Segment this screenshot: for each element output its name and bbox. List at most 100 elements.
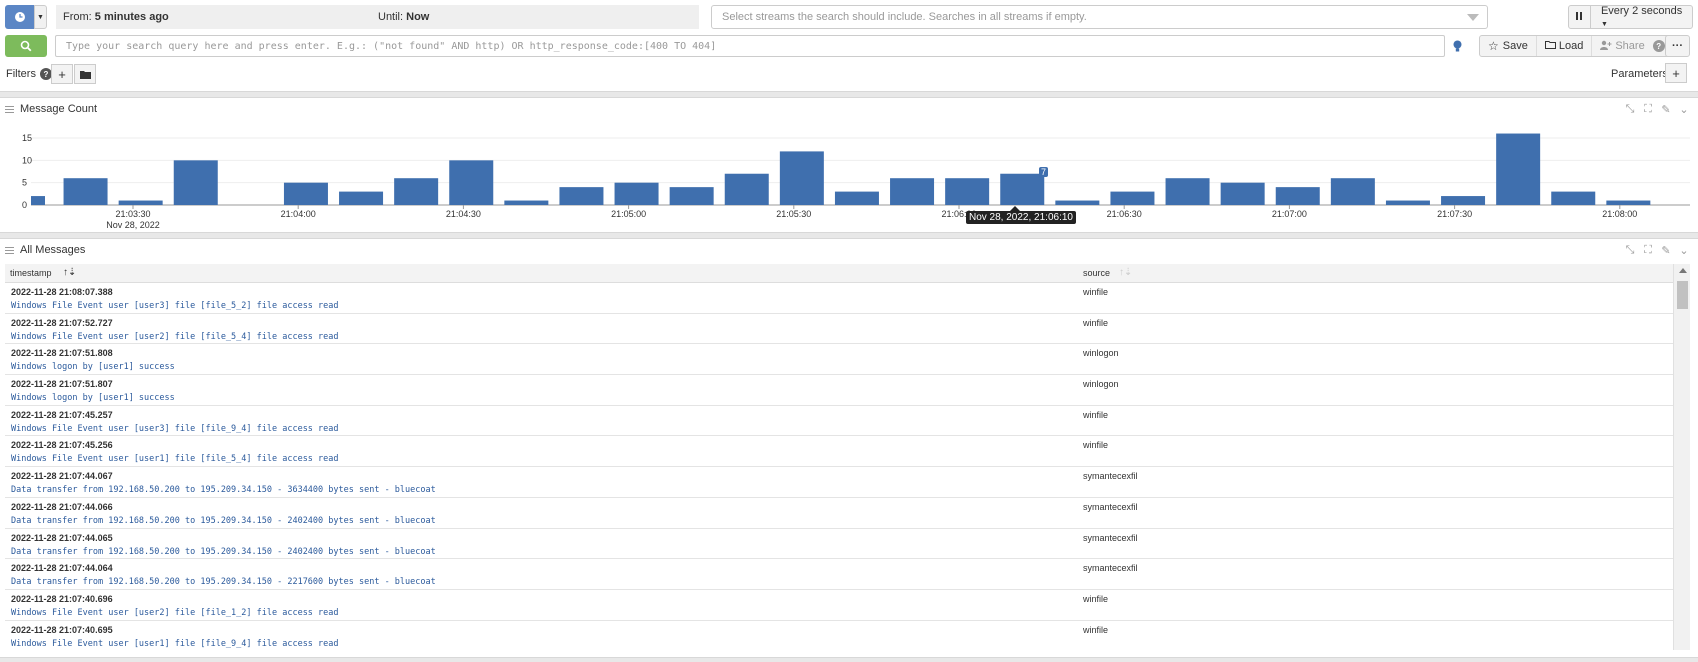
time-range-display[interactable]: From: 5 minutes ago Until: Now: [56, 5, 699, 29]
chevron-down-icon[interactable]: ⌄: [1679, 103, 1689, 116]
share-button[interactable]: Share?: [1592, 36, 1672, 56]
chart-bar[interactable]: [834, 191, 879, 205]
row-timestamp: 2022-11-28 21:07:44.066: [11, 501, 113, 512]
chart-bar[interactable]: [118, 200, 163, 205]
chevron-down-icon[interactable]: ⌄: [1679, 244, 1689, 257]
row-message: Windows File Event user [user3] file [fi…: [11, 301, 339, 311]
from-display: From: 5 minutes ago: [63, 11, 169, 23]
table-row[interactable]: 2022-11-28 21:07:44.066 Data transfer fro…: [5, 498, 1673, 529]
chart-bar[interactable]: [614, 182, 659, 205]
scroll-up-icon[interactable]: [1679, 268, 1687, 273]
chart-bar[interactable]: [1441, 196, 1486, 205]
save-button[interactable]: ☆ Save: [1480, 36, 1537, 56]
y-tick-label: 10: [22, 155, 32, 165]
table-row[interactable]: 2022-11-28 21:07:52.727 Windows File Even…: [5, 314, 1673, 345]
row-message: Data transfer from 192.168.50.200 to 195…: [11, 485, 436, 496]
row-timestamp: 2022-11-28 21:07:44.067: [11, 471, 113, 482]
chart-bar[interactable]: [1110, 191, 1155, 205]
table-row[interactable]: 2022-11-28 21:07:44.064 Data transfer fro…: [5, 559, 1673, 590]
chart-bar[interactable]: [283, 182, 328, 205]
caret-down-icon: ▼: [37, 13, 44, 21]
table-row[interactable]: 2022-11-28 21:07:51.807 Windows logon by …: [5, 375, 1673, 406]
chart-bar[interactable]: [1165, 178, 1210, 205]
pause-button[interactable]: [1569, 6, 1591, 28]
help-icon[interactable]: ?: [39, 68, 52, 80]
row-source: winfile: [1083, 287, 1109, 297]
chart-bar[interactable]: [173, 160, 218, 205]
row-source: winfile: [1083, 440, 1109, 451]
chart-bar[interactable]: [1385, 200, 1430, 205]
row-source: winlogon: [1083, 379, 1119, 390]
edit-icon[interactable]: ✎: [1661, 103, 1671, 116]
chart-bar[interactable]: [890, 178, 935, 205]
sort-icon[interactable]: ↑⇣: [63, 267, 77, 278]
compress-icon[interactable]: ⤡: [1625, 102, 1635, 115]
folder-icon: [79, 70, 91, 79]
row-source: symantecexfil: [1083, 532, 1138, 543]
table-row[interactable]: 2022-11-28 21:07:45.256 Windows File Even…: [5, 436, 1673, 468]
add-filter-button[interactable]: +: [51, 64, 73, 84]
row-message: Windows File Event user [user3] file [fi…: [11, 423, 339, 434]
drag-handle-icon[interactable]: [5, 104, 14, 115]
table-row[interactable]: 2022-11-28 21:07:45.257 Windows File Even…: [5, 406, 1673, 437]
messages-table-header: timestamp ↑⇣ source ↑⇣: [5, 264, 1673, 283]
search-query-input[interactable]: Type your search query here and press en…: [55, 35, 1445, 57]
messages-scrollbar[interactable]: [1673, 264, 1690, 650]
table-row[interactable]: 2022-11-28 21:07:51.808 Windows logon by …: [5, 344, 1673, 376]
row-message: Data transfer from 192.168.50.200 to 195…: [11, 546, 436, 557]
table-row[interactable]: 2022-11-28 21:07:44.065 Data transfer fro…: [5, 529, 1673, 560]
chart-bar[interactable]: [779, 151, 824, 205]
chart-bar[interactable]: [1606, 200, 1651, 205]
chart-bar[interactable]: [63, 178, 108, 205]
search-button[interactable]: [5, 35, 47, 57]
streams-select[interactable]: Select streams the search should include…: [711, 5, 1488, 29]
expand-icon[interactable]: ⛶: [1644, 243, 1652, 256]
refresh-interval-dropdown[interactable]: Every 2 seconds ▼: [1591, 5, 1692, 29]
time-range-dropdown-button[interactable]: ▼: [34, 5, 47, 29]
x-tick-label: 21:05:30: [776, 209, 811, 219]
column-header-timestamp[interactable]: timestamp: [10, 268, 52, 278]
compress-icon[interactable]: ⤡: [1625, 243, 1635, 256]
chart-bar[interactable]: [1275, 187, 1320, 205]
load-filter-button[interactable]: [74, 64, 96, 84]
more-actions-button[interactable]: ···: [1665, 35, 1690, 57]
chart-bar[interactable]: [339, 191, 384, 205]
column-header-source[interactable]: source: [1083, 268, 1111, 278]
chart-bar[interactable]: [669, 187, 714, 205]
chart-bar[interactable]: [394, 178, 439, 205]
chart-bar[interactable]: [1330, 178, 1375, 205]
table-row[interactable]: 2022-11-28 21:08:07.388 Windows File Even…: [5, 283, 1673, 314]
table-row[interactable]: 2022-11-28 21:07:40.696 Windows File Even…: [5, 590, 1673, 621]
table-row[interactable]: 2022-11-28 21:07:40.695 Windows File Even…: [5, 621, 1673, 650]
dropdown-arrow-icon[interactable]: [1467, 14, 1479, 21]
table-row[interactable]: 2022-11-28 21:07:44.067 Data transfer fro…: [5, 467, 1673, 498]
row-timestamp: 2022-11-28 21:07:44.065: [11, 532, 113, 543]
help-icon[interactable]: ?: [1652, 40, 1665, 52]
chart-bar[interactable]: [559, 187, 604, 205]
chart-bar[interactable]: [1496, 133, 1541, 205]
load-button[interactable]: Load: [1537, 36, 1593, 56]
row-timestamp: 2022-11-28 21:07:52.727: [11, 317, 113, 328]
chart-bar[interactable]: [945, 178, 990, 205]
add-parameter-button[interactable]: +: [1665, 63, 1687, 83]
time-range-type-button[interactable]: [5, 5, 34, 29]
chart-bar[interactable]: [1055, 200, 1100, 205]
widget-header: Message Count: [5, 103, 97, 115]
scroll-thumb[interactable]: [1677, 281, 1688, 309]
expand-icon[interactable]: ⛶: [1644, 102, 1652, 115]
chart-bar[interactable]: [504, 200, 549, 205]
chart-bar[interactable]: [1000, 173, 1045, 205]
x-tick-label: 21:04:30: [446, 209, 481, 219]
chart-bar[interactable]: [724, 173, 769, 205]
x-tick-label: 21:04:00: [281, 209, 316, 219]
chart-bar[interactable]: [449, 160, 494, 205]
query-help-lightbulb-icon[interactable]: [1450, 38, 1464, 54]
chart-bar[interactable]: [31, 196, 45, 205]
drag-handle-icon[interactable]: [5, 245, 14, 256]
edit-icon[interactable]: ✎: [1661, 244, 1671, 257]
y-tick-label: 0: [22, 200, 27, 210]
chart-bar[interactable]: [1220, 182, 1265, 205]
clock-icon: [14, 12, 25, 22]
chart-bar[interactable]: [1551, 191, 1596, 205]
sort-icon[interactable]: ↑⇣: [1119, 267, 1133, 278]
